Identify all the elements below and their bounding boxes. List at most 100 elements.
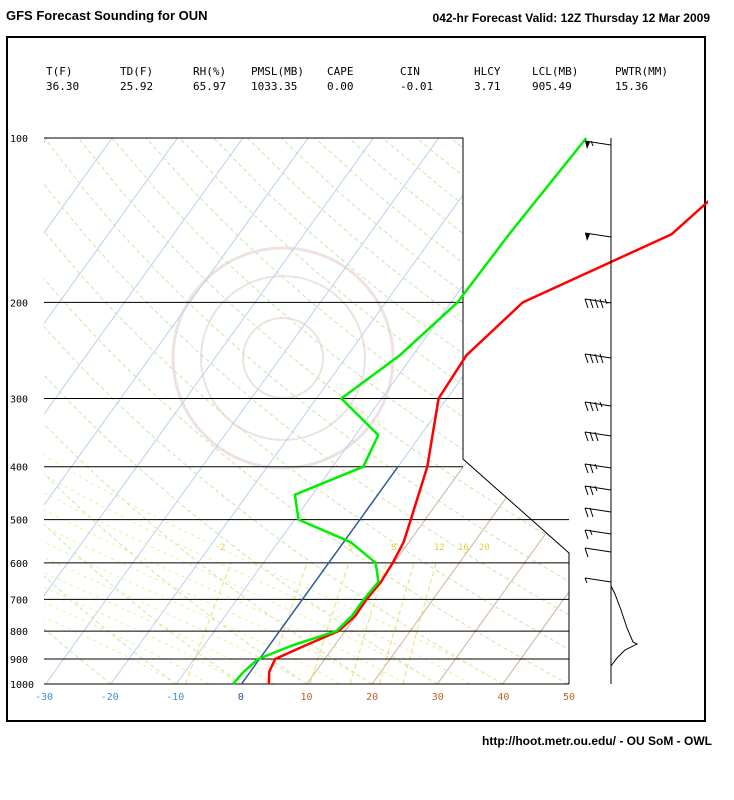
pressure-tick-label: 300 xyxy=(10,395,28,406)
pressure-tick-label: 100 xyxy=(10,134,28,145)
stat-value: -0.01 xyxy=(400,80,433,93)
pressure-tick-label: 800 xyxy=(10,627,28,638)
pressure-tick-label: 200 xyxy=(10,298,28,309)
stats-header: T(F) 36.30 TD(F) 25.92 RH(%) 65.97 PMSL(MB) 103… xyxy=(46,65,668,93)
isotherm-line xyxy=(175,138,569,684)
wind-barb xyxy=(584,431,612,442)
isotherm-line xyxy=(44,138,113,684)
isotherm-line xyxy=(633,138,708,684)
dry-adiabat xyxy=(44,138,438,684)
stat-label: CAPE xyxy=(327,65,354,78)
dry-adiabat xyxy=(247,138,569,684)
moist-adiabat xyxy=(44,398,471,684)
wind-barb xyxy=(584,529,612,540)
temperature-tick-label: 10 xyxy=(300,692,312,703)
mixing-ratio-label: 20 xyxy=(479,543,490,553)
isotherm-line xyxy=(44,138,309,684)
mixing-ratio-line xyxy=(402,562,437,684)
dry-adiabat xyxy=(44,138,569,684)
wind-barb xyxy=(584,485,612,496)
pressure-tick-label: 900 xyxy=(10,655,28,666)
moist-adiabat xyxy=(44,398,275,684)
stat-value: 1033.35 xyxy=(251,80,297,93)
pressure-tick-label: 1000 xyxy=(10,680,34,691)
dry-adiabat xyxy=(145,138,569,684)
stat-value: 36.30 xyxy=(46,80,79,93)
temperature-profile xyxy=(267,199,708,685)
pressure-tick-label: 400 xyxy=(10,463,28,474)
wind-profile xyxy=(584,138,639,684)
wind-barb xyxy=(584,353,612,364)
dry-adiabat xyxy=(213,138,569,684)
pressure-tick-label: 700 xyxy=(10,595,28,606)
mixing-ratio-label: 12 xyxy=(434,543,445,553)
isotherm-line xyxy=(110,138,505,684)
pressure-tick-label: 500 xyxy=(10,516,28,527)
mixing-ratio-line xyxy=(309,562,350,684)
moist-adiabat xyxy=(44,398,503,684)
theta-e-line xyxy=(699,467,708,684)
isotherm-line xyxy=(44,138,374,684)
dry-adiabat xyxy=(44,138,569,684)
theta-e-line xyxy=(502,466,569,684)
isotherm-line xyxy=(44,138,244,684)
dry-adiabat xyxy=(44,138,242,684)
mixing-ratio-label: 2 xyxy=(220,543,225,553)
dry-adiabat xyxy=(348,138,569,684)
isotherm-line xyxy=(502,138,569,684)
temperature-tick-label: 50 xyxy=(563,692,575,703)
stat-label: RH(%) xyxy=(193,65,226,78)
moist-adiabat xyxy=(44,398,308,684)
mixing-ratio-line xyxy=(185,562,232,684)
dry-adiabat xyxy=(314,138,569,684)
temperature-tick-label: -20 xyxy=(101,692,119,703)
temperature-tick-label: -10 xyxy=(166,692,184,703)
temperature-tick-label: 30 xyxy=(432,692,444,703)
temperature-tick-label: 0 xyxy=(238,692,244,703)
pressure-tick-label: 600 xyxy=(10,559,28,570)
dry-adiabat xyxy=(78,138,569,684)
stat-value: 25.92 xyxy=(120,80,153,93)
dry-adiabat xyxy=(44,138,569,684)
stat-label: PWTR(MM) xyxy=(615,65,668,78)
low-level-wind-trace xyxy=(610,585,639,667)
stat-label: TD(F) xyxy=(120,65,153,78)
stat-value: 0.00 xyxy=(327,80,354,93)
forecast-valid-time: 042-hr Forecast Valid: 12Z Thursday 12 M… xyxy=(432,11,710,25)
university-seal-watermark xyxy=(171,246,395,470)
sounding-title: GFS Forecast Sounding for OUN xyxy=(6,8,208,23)
isotherm-line xyxy=(371,138,569,684)
theta-e-line xyxy=(436,466,569,684)
stat-value: 3.71 xyxy=(474,80,501,93)
stat-label: T(F) xyxy=(46,65,73,78)
wind-barb xyxy=(584,140,612,149)
temperature-tick-label: 20 xyxy=(366,692,378,703)
wind-barb xyxy=(584,298,612,309)
stat-label: PMSL(MB) xyxy=(251,65,304,78)
isotherm-line xyxy=(44,138,178,684)
dry-adiabat xyxy=(111,138,569,684)
stat-value: 65.97 xyxy=(193,80,226,93)
sounding-frame: 100 200 300 400 500 600 700 800 900 1000 -30 -20 -10… xyxy=(6,36,708,722)
moist-adiabat xyxy=(44,398,177,684)
dry-adiabat xyxy=(44,138,177,684)
wind-barb xyxy=(584,463,612,474)
dry-adiabat xyxy=(449,138,569,684)
wind-barb xyxy=(584,507,612,518)
mixing-ratio-label: 5 xyxy=(348,543,353,553)
moist-adiabat xyxy=(44,398,406,684)
dry-adiabat xyxy=(179,138,569,684)
moist-adiabat xyxy=(44,398,373,684)
moist-adiabat xyxy=(44,398,340,684)
stat-label: LCL(MB) xyxy=(532,65,578,78)
isotherm-line xyxy=(45,138,440,684)
wind-barb xyxy=(584,577,612,584)
isotherm-line xyxy=(436,138,569,684)
mixing-ratio-label: 16 xyxy=(458,543,469,553)
dry-adiabat xyxy=(44,138,569,684)
dry-adiabat xyxy=(44,138,503,684)
stat-value: 905.49 xyxy=(532,80,572,93)
mixing-ratio-label: 8 xyxy=(391,543,396,553)
wind-barb xyxy=(584,547,612,558)
freezing-isotherm xyxy=(240,466,399,685)
